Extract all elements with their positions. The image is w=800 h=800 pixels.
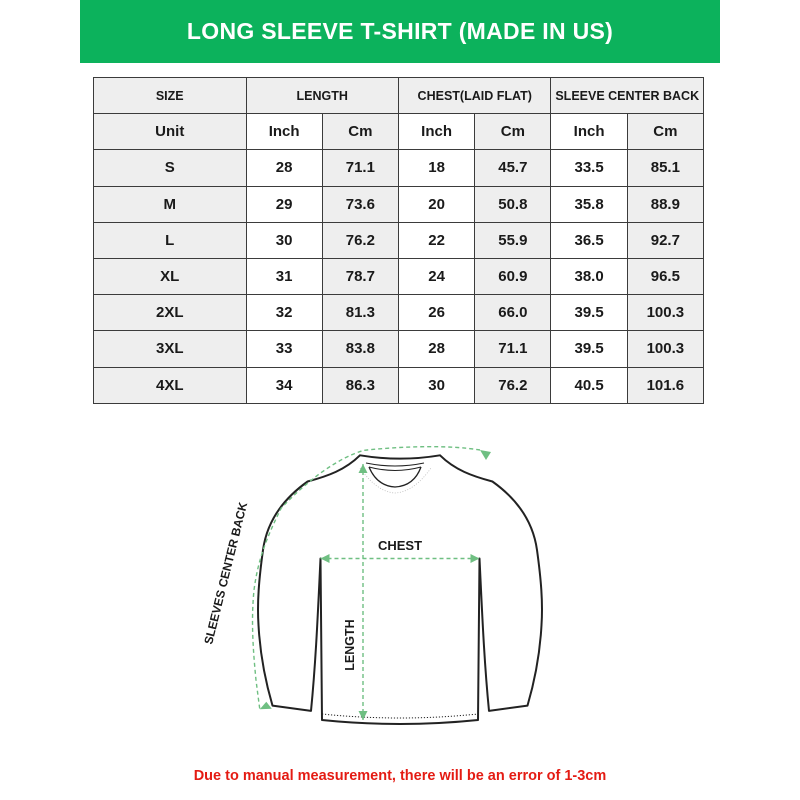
svg-text:CHEST: CHEST xyxy=(378,538,422,553)
svg-text:SLEEVES CENTER BACK: SLEEVES CENTER BACK xyxy=(201,500,250,645)
svg-text:LENGTH: LENGTH xyxy=(343,619,357,670)
